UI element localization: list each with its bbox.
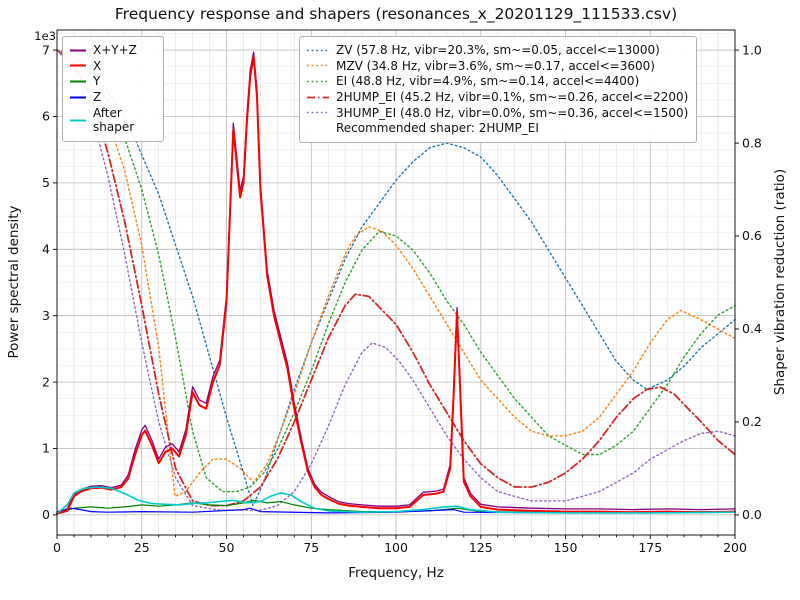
- x-tick-label: 200: [723, 540, 747, 555]
- legend-line-sample: [307, 96, 329, 99]
- series-2hump-ei-line: [56, 49, 736, 507]
- legend-label: EI (48.8 Hz, vibr=4.9%, sm~=0.14, accel<…: [336, 74, 640, 89]
- legend-psd: X+Y+Z X Y Z After shaper: [62, 36, 164, 142]
- x-tick-label: 25: [134, 540, 150, 555]
- legend-psd-item-0: X+Y+Z: [69, 43, 155, 58]
- legend-shaper-item-3: 2HUMP_EI (45.2 Hz, vibr=0.1%, sm~=0.26, …: [306, 90, 688, 105]
- x-tick-label: 175: [638, 540, 662, 555]
- legend-shaper-item-4: 3HUMP_EI (48.0 Hz, vibr=0.0%, sm~=0.36, …: [306, 106, 688, 121]
- legend-label: Y: [93, 74, 101, 89]
- legend-label: After shaper: [93, 105, 135, 135]
- legend-line-sample: [70, 96, 86, 99]
- legend-psd-item-2: Y: [69, 74, 155, 89]
- y-right-tick-label: 0.0: [742, 507, 762, 522]
- y-left-tick-label: 4: [42, 242, 50, 257]
- legend-shapers: ZV (57.8 Hz, vibr=20.3%, sm~=0.05, accel…: [299, 36, 698, 143]
- x-axis-label: Frequency, Hz: [348, 565, 444, 581]
- legend-line-sample: [307, 65, 329, 67]
- x-tick-label: 75: [303, 540, 319, 555]
- legend-shaper-item-0: ZV (57.8 Hz, vibr=20.3%, sm~=0.05, accel…: [306, 43, 688, 58]
- x-tick-label: 0: [53, 540, 61, 555]
- legend-label: ZV (57.8 Hz, vibr=20.3%, sm~=0.05, accel…: [336, 43, 660, 57]
- y-axis-label-left: Power spectral density: [6, 205, 22, 358]
- legend-psd-item-4: After shaper: [69, 106, 155, 135]
- tick-labels: 0 25 50 75 100 125 150 175 200 0 1 2 3 4 5 6 7 0.0 0.2 0.4 0…: [42, 42, 762, 555]
- legend-line-sample: [70, 64, 86, 67]
- y-axis-label-right: Shaper vibration reduction (ratio): [772, 169, 788, 395]
- legend-recommended-note: Recommended shaper: 2HUMP_EI: [306, 121, 688, 136]
- axes-frame-and-ticks: [53, 29, 739, 539]
- y-left-tick-label: 5: [42, 175, 50, 190]
- y-right-tick-label: 0.8: [742, 135, 762, 150]
- legend-shaper-item-1: MZV (34.8 Hz, vibr=3.6%, sm~=0.17, accel…: [306, 59, 688, 74]
- legend-label: MZV (34.8 Hz, vibr=3.6%, sm~=0.17, accel…: [336, 58, 655, 73]
- legend-line-sample: [70, 119, 86, 122]
- legend-label: X: [93, 58, 102, 73]
- x-tick-label: 100: [384, 540, 408, 555]
- x-tick-label: 50: [219, 540, 235, 555]
- series-zv-line: [56, 49, 736, 507]
- y-axis-offset-text: 1e3: [34, 29, 56, 43]
- legend-label: Z: [93, 89, 102, 104]
- y-left-tick-label: 2: [42, 374, 50, 389]
- recommended-shaper-text: Recommended shaper: 2HUMP_EI: [336, 121, 539, 136]
- y-right-tick-label: 1.0: [742, 42, 762, 57]
- legend-line-sample: [70, 80, 86, 83]
- legend-psd-item-3: Z: [69, 90, 155, 105]
- series-ei-line: [56, 49, 736, 493]
- legend-label: 2HUMP_EI (45.2 Hz, vibr=0.1%, sm~=0.26, …: [336, 89, 689, 104]
- series-mzv-line: [56, 49, 736, 497]
- legend-line-sample: [307, 49, 329, 52]
- series-lines: [56, 49, 736, 515]
- legend-label: 3HUMP_EI (48.0 Hz, vibr=0.0%, sm~=0.36, …: [336, 105, 689, 120]
- legend-shaper-item-2: EI (48.8 Hz, vibr=4.9%, sm~=0.14, accel<…: [306, 74, 688, 89]
- chart-title: Frequency response and shapers (resonanc…: [115, 5, 677, 24]
- series-after-shaper-line: [56, 486, 736, 515]
- legend-psd-item-1: X: [69, 59, 155, 74]
- x-tick-label: 125: [469, 540, 493, 555]
- y-left-tick-label: 3: [42, 308, 50, 323]
- legend-line-sample: [307, 80, 329, 83]
- y-left-tick-label: 1: [42, 441, 50, 456]
- legend-label: X+Y+Z: [93, 43, 137, 57]
- y-right-tick-label: 0.4: [742, 321, 762, 336]
- x-tick-label: 150: [554, 540, 578, 555]
- y-left-tick-label: 7: [42, 42, 50, 57]
- series-x-line: [56, 55, 736, 515]
- series-3hump-ei-line: [56, 49, 736, 511]
- y-right-tick-label: 0.6: [742, 228, 762, 243]
- legend-line-sample: [70, 49, 86, 52]
- y-right-tick-label: 0.2: [742, 414, 762, 429]
- legend-line-sample: [307, 112, 329, 114]
- y-left-tick-label: 6: [42, 109, 50, 124]
- series-z-line: [56, 507, 736, 515]
- y-left-tick-label: 0: [42, 507, 50, 522]
